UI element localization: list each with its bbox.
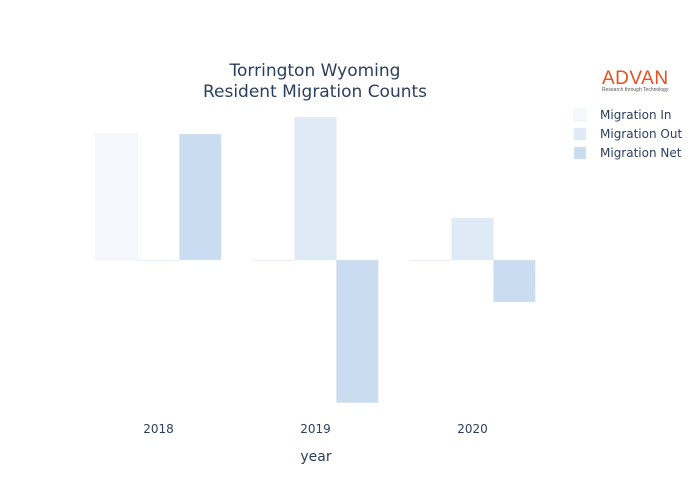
legend-swatch [573, 127, 587, 141]
bar-migration-in-2020[interactable] [409, 259, 452, 261]
legend-swatch [573, 108, 587, 122]
bar-migration-in-2018[interactable] [95, 133, 138, 261]
legend-label: Migration Net [600, 146, 682, 160]
legend[interactable]: Migration In Migration Out Migration Net [573, 108, 682, 160]
legend-label: Migration Out [600, 127, 682, 141]
legend-label: Migration In [600, 108, 672, 122]
bars-layer [95, 116, 536, 404]
x-tick-label-2018: 2018 [143, 422, 174, 436]
bar-migration-out-2018[interactable] [137, 259, 180, 261]
advan-logo-wordmark: ADVAN [602, 68, 669, 89]
advan-logo: ADVAN Research through Technology [602, 68, 669, 93]
legend-item-migration-net[interactable]: Migration Net [573, 146, 682, 160]
bar-migration-out-2019[interactable] [294, 116, 337, 261]
chart-title-line-2: Resident Migration Counts [203, 82, 427, 102]
bar-migration-net-2018[interactable] [179, 133, 222, 261]
bar-migration-out-2020[interactable] [451, 217, 494, 261]
bar-migration-net-2019[interactable] [336, 259, 379, 404]
x-tick-labels: 2018 2019 2020 [143, 422, 488, 436]
advan-logo-tagline: Research through Technology [602, 87, 669, 93]
x-axis-title: year [300, 449, 331, 465]
x-tick-label-2019: 2019 [300, 422, 331, 436]
chart-title: Torrington Wyoming Resident Migration Co… [203, 61, 427, 102]
legend-item-migration-out[interactable]: Migration Out [573, 127, 682, 141]
bar-migration-in-2019[interactable] [252, 259, 295, 261]
bar-migration-net-2020[interactable] [493, 259, 536, 303]
chart-title-line-1: Torrington Wyoming [229, 61, 401, 81]
legend-swatch [573, 146, 587, 160]
x-tick-label-2020: 2020 [457, 422, 488, 436]
legend-item-migration-in[interactable]: Migration In [573, 108, 672, 122]
